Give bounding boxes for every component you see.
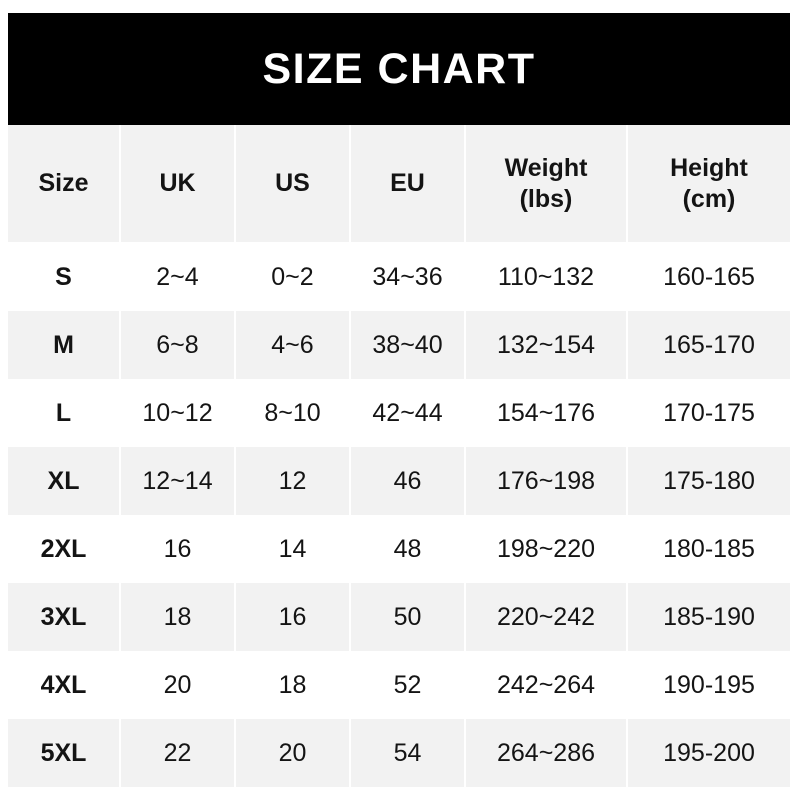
table-row: S 2~4 0~2 34~36 110~132 160-165: [8, 243, 790, 311]
cell-eu: 50: [350, 583, 466, 651]
cell-eu: 42~44: [350, 379, 466, 447]
cell-size: XL: [8, 447, 121, 515]
cell-us: 14: [235, 515, 351, 583]
title-banner: SIZE CHART: [8, 13, 790, 125]
column-header-weight-unit: (lbs): [519, 184, 573, 213]
column-header-height-unit: (cm): [682, 184, 736, 213]
cell-height: 180-185: [663, 534, 755, 563]
cell-size: 2XL: [8, 515, 121, 583]
table-header-row: Size UK US EU Weight (lbs) Height (cm): [8, 125, 790, 244]
cell-height: 190-195: [663, 670, 755, 699]
page-title: SIZE CHART: [262, 44, 536, 93]
column-header-weight-label: Weight: [504, 154, 588, 182]
cell-height: 160-165: [663, 263, 755, 291]
cell-eu: 34~36: [350, 243, 466, 311]
column-header-uk-label: UK: [159, 169, 196, 198]
cell-eu: 38~40: [350, 311, 466, 379]
cell-uk: 6~8: [120, 311, 236, 379]
cell-weight: 110~132: [465, 243, 628, 311]
cell-uk: 10~12: [120, 379, 236, 447]
cell-eu: 52: [350, 651, 466, 719]
cell-uk: 22: [120, 719, 236, 787]
column-header-us: US: [235, 125, 351, 244]
cell-size: L: [8, 379, 121, 447]
column-header-height-label: Height: [670, 154, 748, 182]
size-chart-table: Size UK US EU Weight (lbs) Height (cm): [8, 125, 790, 787]
cell-us: 4~6: [235, 311, 351, 379]
column-header-size: Size: [8, 125, 121, 244]
cell-weight: 242~264: [465, 651, 628, 719]
cell-us: 12: [235, 447, 351, 515]
size-chart: SIZE CHART Size UK US EU: [8, 13, 790, 787]
cell-weight: 176~198: [465, 447, 628, 515]
cell-weight: 154~176: [465, 379, 628, 447]
cell-height: 195-200: [663, 738, 755, 767]
cell-height: 185-190: [663, 602, 755, 631]
table-row: 5XL 22 20 54 264~286 195-200: [8, 719, 790, 787]
column-header-eu: EU: [350, 125, 466, 244]
cell-eu: 48: [350, 515, 466, 583]
cell-uk: 2~4: [120, 243, 236, 311]
cell-us: 0~2: [235, 243, 351, 311]
table-row: M 6~8 4~6 38~40 132~154 165-170: [8, 311, 790, 379]
column-header-eu-label: EU: [390, 169, 425, 198]
cell-uk: 12~14: [120, 447, 236, 515]
cell-size: M: [8, 311, 121, 379]
cell-height: 165-170: [663, 330, 755, 359]
column-header-size-label: Size: [38, 169, 89, 198]
cell-size: 5XL: [8, 719, 121, 787]
table-row: 2XL 16 14 48 198~220 180-185: [8, 515, 790, 583]
cell-size: S: [8, 243, 121, 311]
cell-us: 8~10: [235, 379, 351, 447]
cell-weight: 264~286: [465, 719, 628, 787]
table-row: 3XL 18 16 50 220~242 185-190: [8, 583, 790, 651]
cell-eu: 54: [350, 719, 466, 787]
cell-weight: 132~154: [465, 311, 628, 379]
cell-us: 20: [235, 719, 351, 787]
table-row: 4XL 20 18 52 242~264 190-195: [8, 651, 790, 719]
cell-uk: 16: [120, 515, 236, 583]
cell-eu: 46: [350, 447, 466, 515]
cell-size: 4XL: [8, 651, 121, 719]
column-header-weight: Weight (lbs): [465, 125, 628, 244]
cell-us: 16: [235, 583, 351, 651]
table-row: XL 12~14 12 46 176~198 175-180: [8, 447, 790, 515]
column-header-us-label: US: [275, 169, 310, 198]
cell-uk: 20: [120, 651, 236, 719]
cell-weight: 198~220: [465, 515, 628, 583]
column-header-uk: UK: [120, 125, 236, 244]
table-row: L 10~12 8~10 42~44 154~176 170-175: [8, 379, 790, 447]
cell-weight: 220~242: [465, 583, 628, 651]
cell-height: 170-175: [663, 398, 755, 427]
cell-uk: 18: [120, 583, 236, 651]
cell-size: 3XL: [8, 583, 121, 651]
cell-height: 175-180: [663, 466, 755, 495]
cell-us: 18: [235, 651, 351, 719]
column-header-height: Height (cm): [627, 125, 790, 244]
